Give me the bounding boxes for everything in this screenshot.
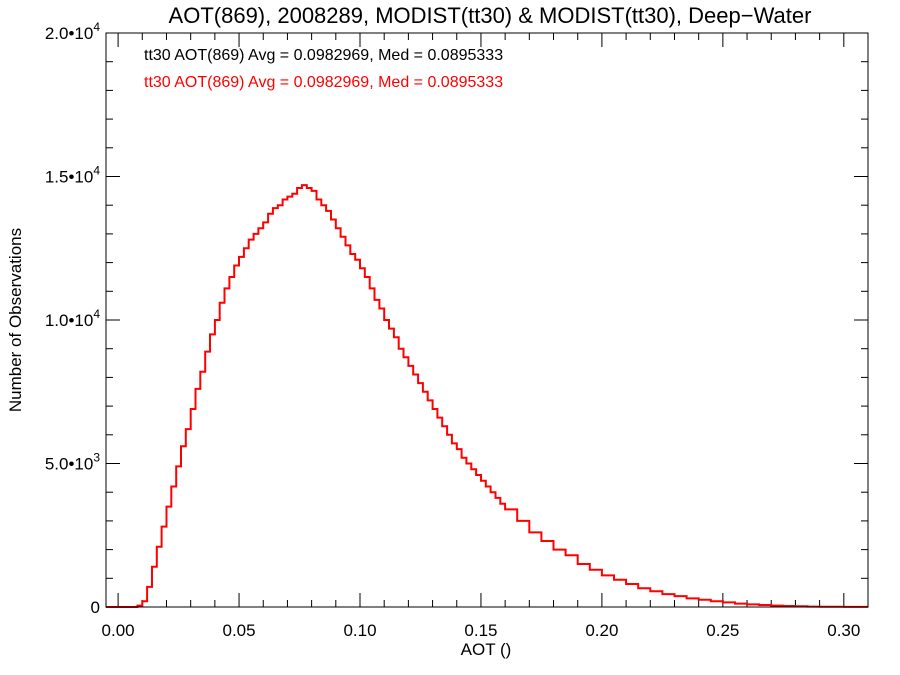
x-tick-label: 0.25	[706, 621, 739, 640]
y-axis-ticks: 0 5.0•103 1.0•104 1.5•104 2.0•104	[45, 20, 868, 617]
chart-title: AOT(869), 2008289, MODIST(tt30) & MODIST…	[169, 3, 812, 28]
histogram-series-line	[106, 184, 868, 608]
y-tick-label: 1.5•104	[45, 164, 101, 187]
y-tick-label: 1.0•104	[45, 307, 101, 330]
y-axis-label: Number of Observations	[6, 228, 25, 412]
y-tick-label: 5.0•103	[45, 451, 101, 474]
x-tick-label: 0.10	[343, 621, 376, 640]
legend-entry: tt30 AOT(869) Avg = 0.0982969, Med = 0.0…	[144, 74, 503, 91]
x-axis-ticks: 0.00 0.05 0.10 0.15 0.20 0.25 0.30	[102, 33, 869, 640]
x-tick-label: 0.20	[585, 621, 618, 640]
y-tick-label: 0	[91, 598, 100, 617]
x-tick-label: 0.30	[827, 621, 860, 640]
x-tick-label: 0.05	[223, 621, 256, 640]
legend-entry: tt30 AOT(869) Avg = 0.0982969, Med = 0.0…	[144, 47, 503, 64]
legend: tt30 AOT(869) Avg = 0.0982969, Med = 0.0…	[144, 47, 503, 91]
y-tick-label: 2.0•104	[45, 20, 101, 43]
x-axis-label: AOT ()	[461, 640, 512, 659]
x-tick-label: 0.00	[102, 621, 135, 640]
x-tick-label: 0.15	[464, 621, 497, 640]
plot-frame	[105, 32, 869, 608]
